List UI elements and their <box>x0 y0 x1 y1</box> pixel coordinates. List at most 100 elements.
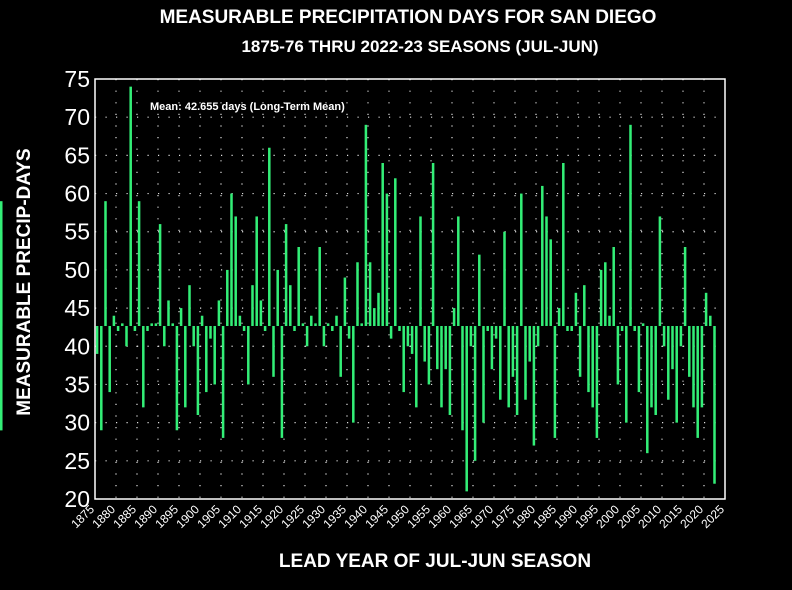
bar <box>650 326 653 408</box>
bar <box>499 326 502 400</box>
bar <box>465 326 468 492</box>
bar <box>633 326 636 331</box>
bar <box>679 326 683 347</box>
bar <box>184 326 187 408</box>
bar <box>150 323 153 326</box>
y-tick-label: 40 <box>64 333 90 359</box>
y-tick-label: 35 <box>64 371 90 397</box>
bar <box>326 323 330 326</box>
bar <box>385 193 389 326</box>
bar <box>557 308 561 326</box>
bar <box>284 224 288 326</box>
bar <box>713 326 716 484</box>
bar <box>494 326 498 339</box>
bar <box>473 326 477 461</box>
mean-annotation: Mean: 42.655 days (Long-Term Mean) <box>150 101 345 113</box>
bar <box>209 326 212 339</box>
plot-frame <box>94 78 726 500</box>
bar <box>268 147 271 326</box>
bar <box>532 326 536 446</box>
bar <box>310 315 313 326</box>
y-tick-label: 30 <box>64 410 90 436</box>
bar <box>188 285 191 326</box>
bar <box>389 326 393 339</box>
bar <box>289 285 292 326</box>
bar <box>360 323 363 326</box>
bar <box>574 292 578 326</box>
bar <box>373 308 376 326</box>
bar <box>612 247 615 326</box>
bar <box>247 326 250 385</box>
bar <box>448 326 452 415</box>
bars <box>0 86 716 492</box>
bar <box>675 326 678 423</box>
bar <box>608 315 611 326</box>
bar <box>553 326 557 438</box>
bar <box>641 323 645 326</box>
bar <box>423 326 426 362</box>
bar <box>167 300 170 326</box>
bar <box>116 326 120 331</box>
y-tick-label: 60 <box>64 181 90 207</box>
bar <box>541 185 544 326</box>
bar <box>129 86 132 326</box>
bar <box>238 315 242 326</box>
bar <box>263 326 267 331</box>
bar <box>629 124 632 326</box>
bar <box>394 178 397 326</box>
bar <box>402 326 405 393</box>
bar <box>301 323 305 326</box>
bar <box>436 326 439 370</box>
bar <box>226 269 229 326</box>
y-tick-labels: 20 25 30 35 40 45 50 55 60 65 70 75 <box>64 66 90 512</box>
bar <box>95 326 99 354</box>
bar <box>242 326 246 331</box>
bar <box>297 247 300 326</box>
bar <box>683 247 687 326</box>
bar <box>524 326 527 400</box>
bar <box>419 216 422 326</box>
bar <box>276 269 279 326</box>
bar <box>570 326 573 331</box>
bar <box>133 326 137 331</box>
y-tick-label: 25 <box>64 448 90 474</box>
bar <box>578 326 582 377</box>
bar <box>163 326 166 347</box>
bar <box>490 326 494 370</box>
bar <box>121 323 124 326</box>
bar <box>536 326 540 347</box>
bar <box>146 326 149 331</box>
bar <box>692 326 695 408</box>
bar <box>704 292 708 326</box>
bar <box>381 163 384 326</box>
bar <box>511 326 515 377</box>
y-tick-label: 75 <box>64 66 90 92</box>
bar <box>364 124 368 326</box>
bar <box>104 201 107 326</box>
gridlines <box>95 79 725 499</box>
bar <box>213 326 216 385</box>
bar <box>217 300 221 326</box>
bar <box>545 216 548 326</box>
bar <box>125 326 128 347</box>
bar <box>696 326 699 438</box>
bar <box>507 326 510 408</box>
bar <box>171 323 174 326</box>
bar <box>469 326 473 347</box>
bar <box>318 247 321 326</box>
y-tick-label: 55 <box>64 219 90 245</box>
bar <box>368 262 372 326</box>
bar <box>179 308 183 326</box>
bar <box>444 326 447 370</box>
bar <box>251 285 254 326</box>
bar <box>658 216 662 326</box>
bar <box>100 326 103 431</box>
bar <box>335 315 338 326</box>
bar <box>688 326 691 377</box>
x-axis-title: LEAD YEAR OF JUL-JUN SEASON <box>279 551 591 572</box>
bar <box>0 201 3 326</box>
bar <box>305 326 309 347</box>
bar <box>461 326 464 431</box>
bar <box>272 326 275 377</box>
bar <box>398 326 401 331</box>
